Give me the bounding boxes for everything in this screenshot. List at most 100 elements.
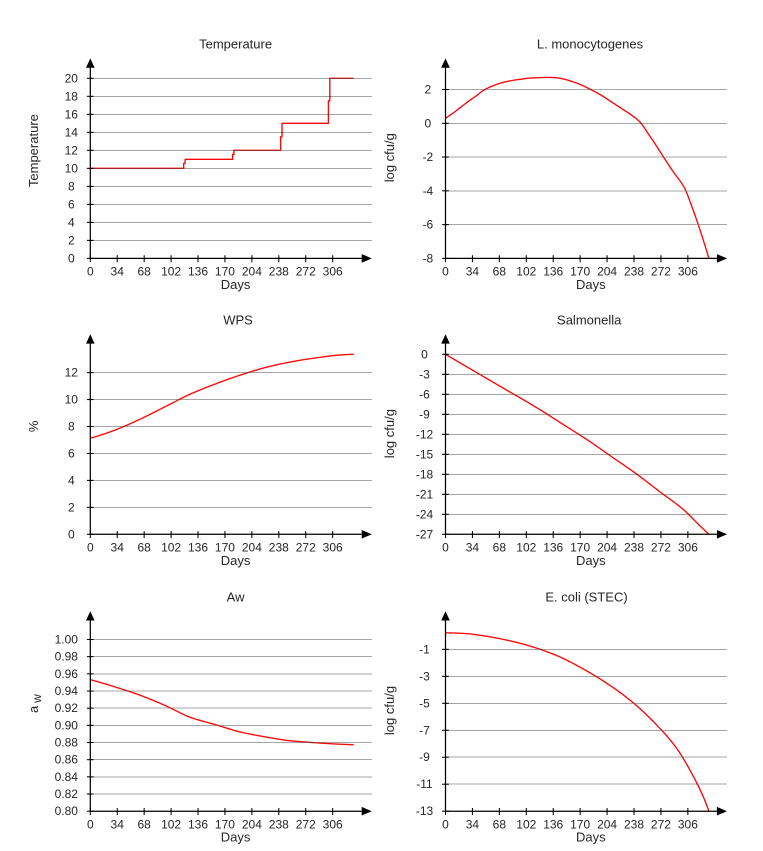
svg-text:WPS: WPS: [223, 313, 253, 328]
svg-text:10: 10: [65, 161, 79, 175]
svg-text:68: 68: [493, 265, 507, 279]
svg-text:170: 170: [570, 541, 590, 555]
svg-text:306: 306: [323, 265, 343, 279]
svg-text:-18: -18: [416, 467, 434, 481]
svg-text:204: 204: [242, 818, 262, 832]
svg-text:-15: -15: [416, 447, 434, 461]
svg-text:0.88: 0.88: [55, 736, 79, 750]
svg-text:8: 8: [68, 179, 75, 193]
svg-text:272: 272: [651, 265, 671, 279]
svg-text:306: 306: [678, 541, 698, 555]
svg-text:-6: -6: [419, 387, 430, 401]
svg-text:306: 306: [323, 818, 343, 832]
svg-text:34: 34: [111, 541, 125, 555]
svg-text:8: 8: [68, 420, 75, 434]
svg-text:6: 6: [68, 197, 75, 211]
svg-text:306: 306: [323, 541, 343, 555]
svg-text:0: 0: [425, 116, 432, 130]
svg-text:20: 20: [65, 71, 79, 85]
svg-text:136: 136: [188, 541, 208, 555]
svg-text:log cfu/g: log cfu/g: [382, 686, 397, 735]
svg-text:170: 170: [215, 818, 235, 832]
svg-text:-9: -9: [419, 407, 430, 421]
svg-text:E. coli (STEC): E. coli (STEC): [545, 590, 627, 605]
svg-text:0: 0: [68, 527, 75, 541]
svg-text:34: 34: [111, 265, 125, 279]
svg-text:-3: -3: [419, 669, 430, 683]
svg-text:12: 12: [65, 143, 79, 157]
svg-text:-6: -6: [423, 218, 434, 232]
svg-text:Days: Days: [576, 553, 606, 568]
svg-text:68: 68: [493, 541, 507, 555]
svg-text:Days: Days: [576, 277, 606, 292]
svg-text:204: 204: [597, 818, 617, 832]
svg-text:Days: Days: [221, 553, 251, 568]
svg-text:0: 0: [442, 541, 449, 555]
svg-text:204: 204: [242, 265, 262, 279]
svg-text:%: %: [26, 420, 41, 432]
svg-text:272: 272: [651, 541, 671, 555]
svg-text:0: 0: [442, 818, 449, 832]
svg-text:-13: -13: [416, 804, 434, 818]
svg-text:4: 4: [68, 215, 75, 229]
svg-text:136: 136: [543, 265, 563, 279]
svg-text:2: 2: [68, 233, 75, 247]
svg-text:4: 4: [68, 473, 75, 487]
svg-text:272: 272: [296, 818, 316, 832]
svg-text:-2: -2: [423, 150, 434, 164]
svg-text:aw: aw: [26, 694, 44, 713]
svg-text:102: 102: [516, 541, 536, 555]
svg-text:68: 68: [137, 541, 151, 555]
svg-text:204: 204: [597, 541, 617, 555]
svg-text:log cfu/g: log cfu/g: [382, 133, 397, 182]
svg-text:272: 272: [651, 818, 671, 832]
svg-text:34: 34: [466, 541, 480, 555]
svg-text:102: 102: [516, 265, 536, 279]
svg-text:0.96: 0.96: [55, 667, 79, 681]
svg-text:-11: -11: [416, 777, 433, 791]
svg-text:170: 170: [570, 265, 590, 279]
svg-text:170: 170: [215, 541, 235, 555]
svg-text:6: 6: [68, 446, 75, 460]
svg-text:272: 272: [296, 541, 316, 555]
svg-text:204: 204: [597, 265, 617, 279]
svg-text:-3: -3: [419, 367, 430, 381]
svg-text:102: 102: [161, 541, 181, 555]
svg-text:0.94: 0.94: [55, 684, 79, 698]
svg-text:34: 34: [111, 818, 125, 832]
svg-text:0.82: 0.82: [55, 787, 79, 801]
svg-text:68: 68: [137, 265, 151, 279]
svg-text:1.00: 1.00: [55, 633, 79, 647]
svg-text:10: 10: [65, 393, 79, 407]
svg-text:Salmonella: Salmonella: [557, 313, 622, 328]
svg-text:272: 272: [296, 265, 316, 279]
svg-text:0.98: 0.98: [55, 650, 79, 664]
svg-text:L. monocytogenes: L. monocytogenes: [537, 37, 644, 52]
svg-text:Temperature: Temperature: [26, 114, 41, 187]
svg-text:-12: -12: [416, 427, 434, 441]
svg-text:-24: -24: [416, 507, 434, 521]
svg-text:170: 170: [215, 265, 235, 279]
svg-text:0.84: 0.84: [55, 770, 79, 784]
svg-text:0.80: 0.80: [55, 804, 79, 818]
svg-text:238: 238: [269, 541, 289, 555]
svg-text:68: 68: [493, 818, 507, 832]
svg-text:14: 14: [65, 125, 79, 139]
svg-text:-4: -4: [423, 184, 434, 198]
svg-text:34: 34: [466, 818, 480, 832]
svg-text:0.90: 0.90: [55, 718, 79, 732]
svg-text:306: 306: [678, 265, 698, 279]
svg-text:18: 18: [65, 89, 79, 103]
svg-text:0: 0: [87, 265, 94, 279]
svg-text:102: 102: [516, 818, 536, 832]
svg-text:0: 0: [87, 818, 94, 832]
svg-text:238: 238: [624, 265, 644, 279]
svg-text:238: 238: [624, 541, 644, 555]
svg-text:136: 136: [188, 818, 208, 832]
svg-text:0: 0: [442, 265, 449, 279]
svg-text:238: 238: [269, 818, 289, 832]
svg-text:0.86: 0.86: [55, 753, 79, 767]
svg-text:170: 170: [570, 818, 590, 832]
svg-text:238: 238: [269, 265, 289, 279]
svg-text:12: 12: [65, 366, 79, 380]
